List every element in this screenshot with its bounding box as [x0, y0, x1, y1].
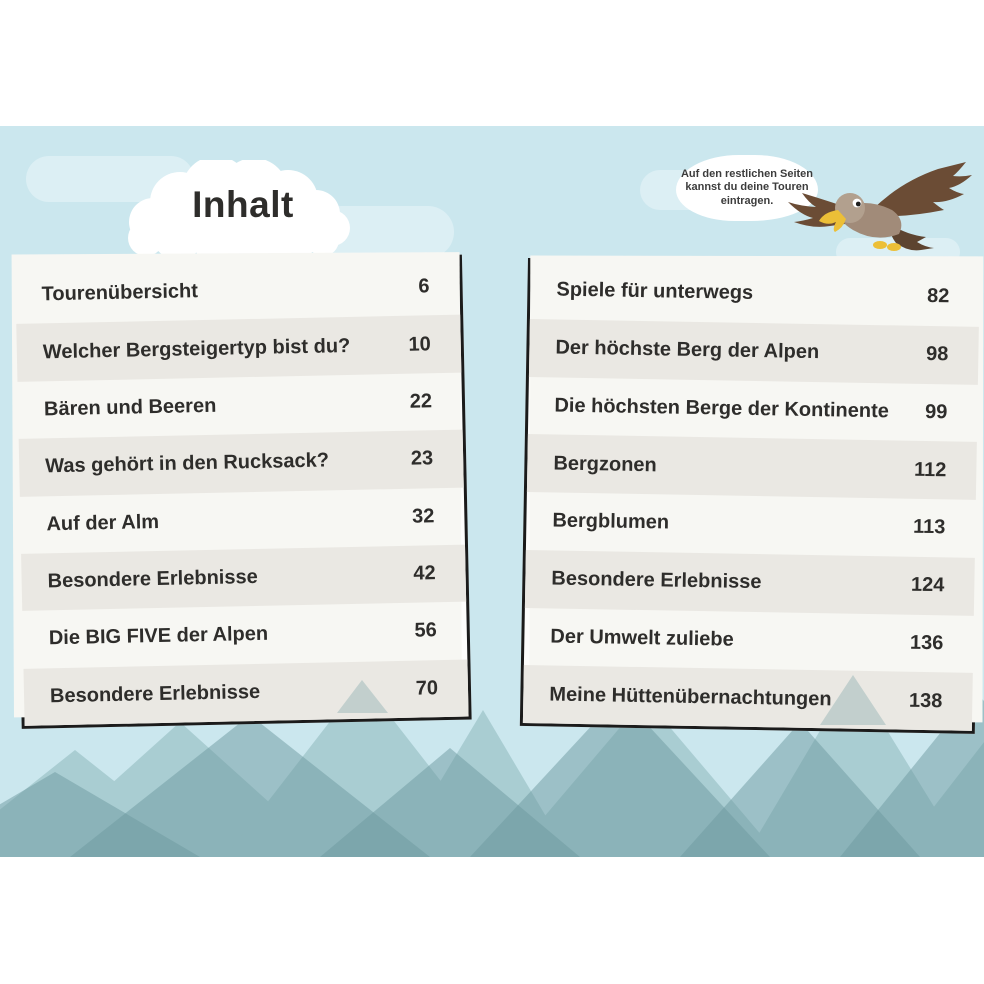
toc-entry-label: Tourenübersicht [41, 280, 199, 306]
toc-entry-label: Die höchsten Berge der Kontinente [554, 394, 890, 423]
toc-row: Spiele für unterwegs 82 [530, 261, 980, 327]
toc-row: Auf der Alm 32 [20, 487, 465, 554]
toc-row: Bergzonen 112 [526, 434, 977, 500]
toc-entry-page-number: 56 [414, 619, 438, 643]
toc-row: Die höchsten Berge der Kontinente 99 [528, 377, 978, 443]
toc-entry-page-number: 23 [410, 447, 434, 470]
toc-entry-page-number: 136 [909, 631, 944, 655]
page-title: Inhalt [192, 184, 294, 225]
toc-entry-page-number: 124 [910, 573, 945, 597]
toc-entry-label: Bergblumen [552, 509, 670, 534]
toc-entry-page-number: 70 [415, 676, 439, 700]
toc-row: Besondere Erlebnisse 70 [23, 659, 469, 726]
speech-bubble-text: kannst du deine Touren [685, 181, 809, 194]
toc-row: Die BIG FIVE der Alpen 56 [22, 602, 467, 669]
toc-box-right: Spiele für unterwegs 82 Der höchste Berg… [519, 255, 984, 734]
toc-entry-page-number: 98 [925, 343, 949, 366]
toc-entry-label: Der höchste Berg der Alpen [555, 336, 820, 364]
eagle-beak [819, 210, 846, 232]
toc-entry-page-number: 113 [912, 516, 946, 539]
toc-entry-label: Besondere Erlebnisse [49, 680, 261, 708]
toc-row: Besondere Erlebnisse 124 [524, 549, 975, 616]
toc-entry-page-number: 99 [924, 400, 948, 424]
toc-entry-page-number: 6 [418, 275, 430, 298]
toc-row: Der höchste Berg der Alpen 98 [528, 318, 979, 385]
speech-bubble-text: eintragen. [720, 194, 774, 207]
toc-box-left: Tourenübersicht 6 Welcher Bergsteigertyp… [11, 252, 472, 729]
toc-row: Bergblumen 113 [526, 492, 976, 558]
toc-entry-label: Bären und Beeren [43, 394, 217, 421]
toc-row: Der Umwelt zuliebe 136 [524, 607, 974, 673]
eagle-talon [873, 241, 887, 249]
toc-entry-label: Der Umwelt zuliebe [550, 625, 734, 651]
toc-row: Was gehört in den Rucksack? 23 [18, 429, 464, 497]
toc-entry-page-number: 42 [413, 562, 436, 585]
toc-row: Meine Hüttenübernachtungen 138 [522, 665, 973, 731]
toc-entry-page-number: 10 [408, 332, 431, 356]
sky-illustration-area: Inhalt Auf den restlichen Seiten kannst … [0, 126, 984, 857]
toc-entry-label: Welcher Bergsteigertyp bist du? [42, 334, 351, 363]
toc-left-rows: Tourenübersicht 6 Welcher Bergsteigertyp… [15, 258, 469, 726]
toc-entry-label: Die BIG FIVE der Alpen [48, 623, 269, 650]
toc-row: Besondere Erlebnisse 42 [21, 544, 467, 612]
toc-entry-label: Besondere Erlebnisse [551, 567, 762, 594]
toc-entry-page-number: 32 [411, 504, 435, 528]
toc-row: Bären und Beeren 22 [17, 372, 462, 439]
toc-entry-label: Besondere Erlebnisse [47, 565, 258, 593]
toc-entry-label: Meine Hüttenübernachtungen [549, 683, 832, 710]
toc-entry-label: Auf der Alm [46, 510, 160, 536]
speech-bubble: Auf den restlichen Seiten kannst du dein… [676, 155, 818, 221]
title-cloud-shape [128, 160, 350, 260]
toc-entry-page-number: 112 [913, 458, 947, 481]
toc-entry-page-number: 22 [409, 390, 433, 413]
toc-entry-label: Was gehört in den Rucksack? [45, 449, 330, 478]
eagle-tail [889, 224, 934, 251]
toc-entry-label: Bergzonen [553, 452, 657, 476]
toc-entry-page-number: 138 [908, 689, 943, 712]
toc-entry-page-number: 82 [926, 285, 950, 308]
toc-row: Welcher Bergsteigertyp bist du? 10 [16, 315, 462, 382]
eagle-eye-pupil [855, 201, 861, 207]
speech-bubble-text: Auf den restlichen Seiten [680, 167, 814, 180]
eagle-talon [887, 243, 901, 251]
mountains-front-layer [0, 690, 984, 857]
toc-right-rows: Spiele für unterwegs 82 Der höchste Berg… [522, 261, 980, 731]
toc-entry-label: Spiele für unterwegs [556, 278, 754, 305]
eagle-wing [872, 162, 972, 217]
mountain-range-illustration [0, 675, 984, 857]
eagle-illustration [788, 162, 972, 251]
toc-row: Tourenübersicht 6 [15, 258, 460, 325]
